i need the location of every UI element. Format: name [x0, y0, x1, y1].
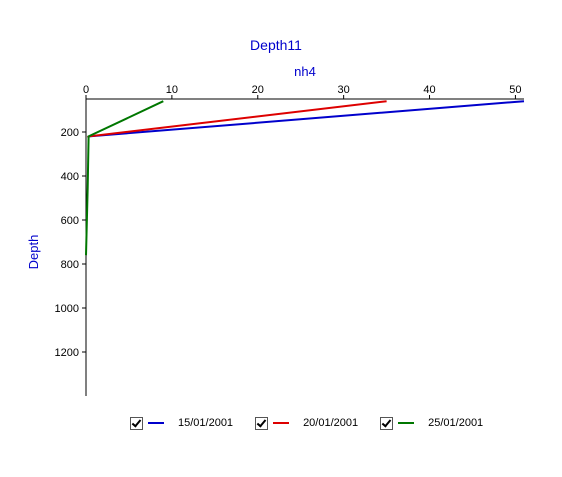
y-tick-label: 800: [61, 259, 79, 271]
series-line-2: [86, 100, 387, 139]
series-visibility-checkbox[interactable]: [380, 416, 394, 430]
legend-label: 15/01/2001: [178, 417, 234, 429]
series-visibility-checkbox[interactable]: [255, 416, 269, 430]
series-line-3: [85, 100, 164, 256]
y-tick-label: 400: [61, 171, 79, 183]
x-tick-label: 40: [423, 84, 435, 96]
series-visibility-checkbox[interactable]: [130, 416, 143, 430]
axes: 0 10 20 30 40 50 200 400 600 800 1000 1200: [55, 84, 524, 396]
y-axis-title: Depth: [26, 235, 41, 270]
legend-label: 25/01/2001: [428, 417, 484, 429]
legend-item: 15/01/2001: [130, 416, 243, 430]
y-tick-label: 1000: [55, 303, 79, 315]
legend-label: 20/01/2001: [303, 417, 359, 429]
legend-item: 20/01/2001: [255, 416, 368, 430]
legend: 15/01/2001 20/01/2001 25/01/2001: [130, 414, 505, 432]
legend-swatch: [398, 422, 415, 424]
series-layer: [85, 100, 525, 256]
legend-swatch: [273, 422, 290, 424]
y-tick-label: 200: [61, 127, 79, 139]
chart-title: Depth11: [250, 37, 302, 53]
x-tick-label: 10: [166, 84, 178, 96]
x-tick-label: 50: [509, 84, 521, 96]
legend-item: 25/01/2001: [380, 416, 493, 430]
legend-swatch: [148, 422, 164, 424]
x-tick-label: 0: [83, 84, 89, 96]
y-tick-label: 600: [61, 215, 79, 227]
y-tick-label: 1200: [55, 347, 79, 359]
x-axis-title: nh4: [294, 64, 316, 79]
x-tick-label: 20: [252, 84, 264, 96]
x-tick-label: 30: [338, 84, 350, 96]
